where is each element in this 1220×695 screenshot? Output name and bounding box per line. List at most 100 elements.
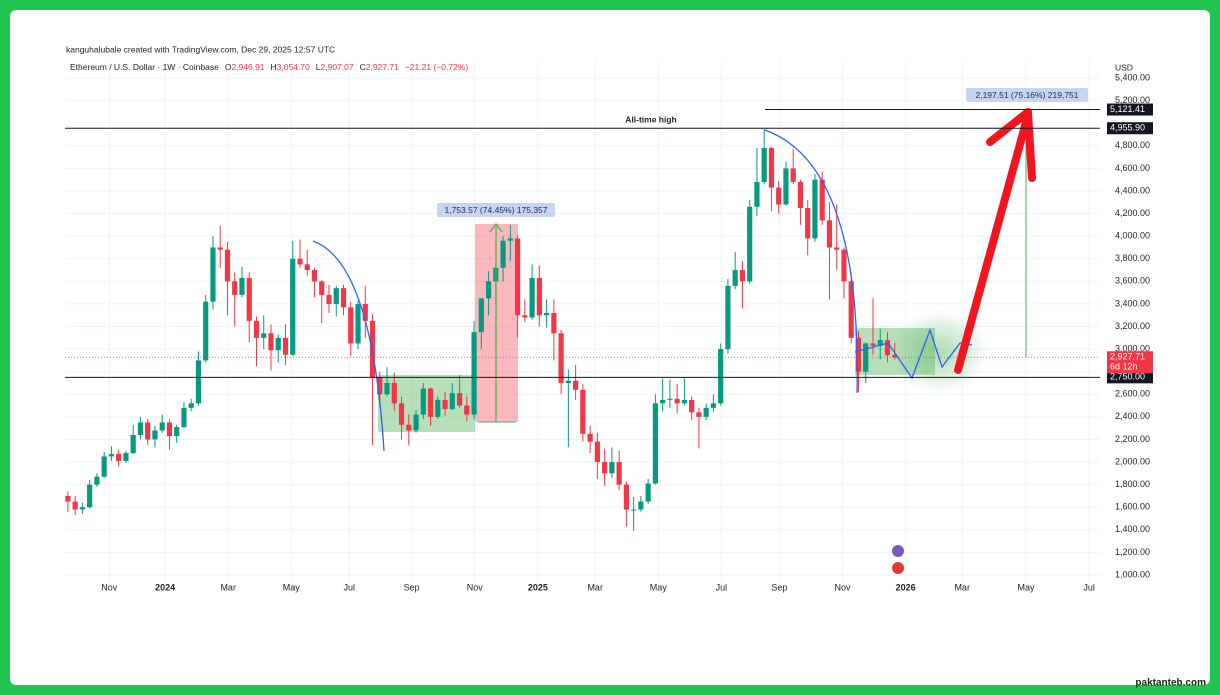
candle-body <box>536 277 542 316</box>
candle-body <box>522 315 528 318</box>
candle-body <box>319 281 325 295</box>
candle-body <box>660 399 666 404</box>
candle-body <box>754 181 760 207</box>
candle-body <box>152 430 158 440</box>
candle-body <box>819 179 825 221</box>
candle-body <box>732 270 738 286</box>
watermark: paktanteb.com <box>1135 678 1206 689</box>
measure-arrow-head <box>489 223 503 233</box>
candle-body <box>94 476 100 485</box>
legend-key: L <box>316 62 321 72</box>
candle-body <box>297 258 303 265</box>
candle-body <box>892 355 898 358</box>
candle-body <box>848 281 854 338</box>
y-tick-label: 4,000.00 <box>1115 231 1150 241</box>
legend-value: 3,054.70 <box>277 62 310 72</box>
candle-body <box>478 298 484 333</box>
candle-body <box>674 398 680 404</box>
candle-body <box>863 343 869 372</box>
candle-body <box>232 281 238 295</box>
candle-body <box>696 412 702 417</box>
y-tick-label: 2,200.00 <box>1115 434 1150 444</box>
symbol-legend: Ethereum / U.S. Dollar · 1W · Coinbase O2… <box>70 62 468 72</box>
last-price-bg <box>1107 351 1153 374</box>
candle-body <box>413 414 419 431</box>
x-tick-label: Sep <box>404 582 420 592</box>
x-tick-label: May <box>1018 582 1036 592</box>
currency: USD <box>1115 62 1133 72</box>
candle-body <box>130 434 136 454</box>
x-tick-label: May <box>283 582 301 592</box>
candle-body <box>776 187 782 205</box>
legend-key: C <box>360 62 366 72</box>
x-tick-label: 2024 <box>155 582 175 592</box>
candle-body <box>551 312 557 334</box>
candle-body <box>739 270 746 282</box>
candle-body <box>783 168 789 205</box>
candle-body <box>116 454 122 461</box>
y-tick-label: 4,600.00 <box>1115 163 1150 173</box>
y-tick-label: 1,600.00 <box>1115 502 1150 512</box>
y-tick-label: 4,200.00 <box>1115 208 1150 218</box>
candle-body <box>282 337 289 355</box>
candle-body <box>87 484 93 508</box>
candle-body <box>362 303 368 321</box>
y-tick-label: 3,200.00 <box>1115 321 1150 331</box>
candle-body <box>290 258 296 355</box>
legend-key: H <box>271 62 277 72</box>
y-tick-label: 3,600.00 <box>1115 276 1150 286</box>
y-tick-label: 4,400.00 <box>1115 185 1150 195</box>
x-tick-label: 2026 <box>896 582 916 592</box>
candle-body <box>166 422 173 437</box>
candle-body <box>442 399 448 409</box>
candle-body <box>333 288 339 304</box>
candle-body <box>268 333 274 351</box>
candle-body <box>406 424 412 431</box>
candle-body <box>558 333 564 383</box>
y-tick-label: 2,600.00 <box>1115 389 1150 399</box>
label-box <box>437 203 555 217</box>
y-tick-label: 2,000.00 <box>1115 456 1150 466</box>
candle-body <box>805 207 811 239</box>
countdown: 6d 12h <box>1110 362 1138 372</box>
candle-body <box>718 349 724 404</box>
candle-body <box>72 501 78 510</box>
canvas <box>10 10 1210 685</box>
price-badge-bg <box>1107 122 1153 135</box>
x-tick-label: May <box>650 582 668 592</box>
y-tick-label: 1,200.00 <box>1115 547 1150 557</box>
candle-body <box>514 238 521 316</box>
candle-body <box>391 382 397 404</box>
legend-value: −21.21 (−0.72%) <box>405 62 468 72</box>
credit: kanguhalubale created with TradingView.c… <box>66 44 335 54</box>
x-tick-label: Nov <box>835 582 852 592</box>
candle-body <box>500 240 506 268</box>
candle-body <box>703 407 709 417</box>
label-box <box>966 88 1088 102</box>
candle-body <box>326 294 332 304</box>
price-badge: 5,121.41 <box>1110 104 1145 114</box>
red-arrow <box>954 111 1032 374</box>
projection <box>854 328 973 380</box>
candle-body <box>710 403 717 408</box>
candle-body <box>304 264 310 271</box>
candle-body <box>638 501 644 510</box>
y-tick-label: 3,400.00 <box>1115 298 1150 308</box>
last-price: 2,927.71 <box>1110 352 1145 362</box>
price-badge-bg <box>1107 371 1153 384</box>
candle-body <box>210 247 216 302</box>
candle-body <box>580 389 586 434</box>
candle-body <box>174 427 180 437</box>
candle-body <box>768 148 775 188</box>
y-tick-label: 5,200.00 <box>1115 95 1150 105</box>
measure-label: 2,197.51 (75.16%) 219,751 <box>975 90 1078 100</box>
candle-body <box>261 333 267 338</box>
candle-body <box>137 422 144 435</box>
x-tick-label: Mar <box>587 582 603 592</box>
candle-body <box>623 484 629 510</box>
candle-body <box>239 277 245 295</box>
candle-body <box>667 398 673 400</box>
legend-key: O <box>225 62 232 72</box>
glow <box>892 310 988 394</box>
x-tick-label: 2025 <box>528 582 548 592</box>
